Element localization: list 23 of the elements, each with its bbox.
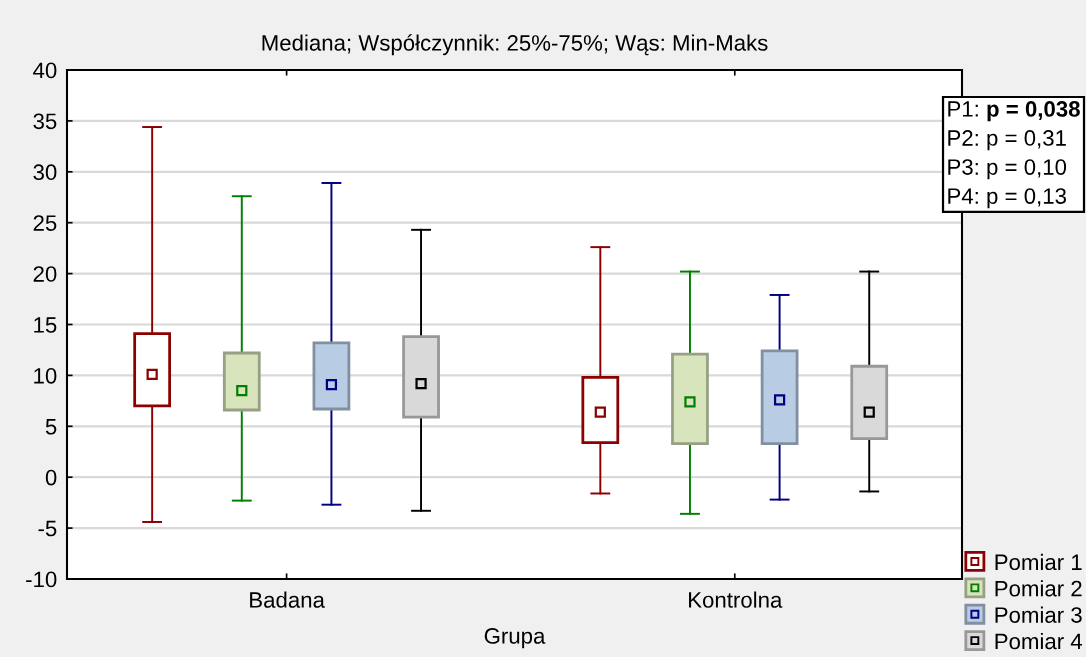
y-tick-label: 0 [45,469,57,486]
y-tick-label: 20 [33,266,57,282]
annotation: P4: p = 0,13 [948,188,1066,209]
legend-label: Pomiar 4 [995,632,1083,650]
y-tick-label: -5 [38,520,57,537]
y-tick-label: -10 [26,571,57,588]
y-tick-label: 10 [34,367,57,384]
legend-label: Pomiar 1 [995,553,1082,571]
chart-title: Mediana; Współczynnik: 25%-75%; Wąs: Min-Maks [262,34,768,56]
y-tick-label: 25 [33,215,57,231]
x-tick-label: Badana [250,591,325,608]
x-tick-label: Kontrolna [689,591,783,608]
y-tick-label: 35 [33,113,57,130]
y-tick-label: 5 [45,419,57,435]
y-tick-label: 15 [34,317,57,333]
legend-label: Pomiar 2 [995,580,1082,597]
legend-label: Pomiar 3 [995,606,1082,623]
annotation: P1: p = 0,038 [948,101,1080,122]
y-tick-label: 40 [33,62,57,79]
annotation: P3: p = 0,10 [948,159,1067,180]
x-axis-title: Grupa [484,628,546,649]
annotation: P2: p = 0,31 [948,130,1066,151]
y-tick-label: 30 [33,164,57,181]
